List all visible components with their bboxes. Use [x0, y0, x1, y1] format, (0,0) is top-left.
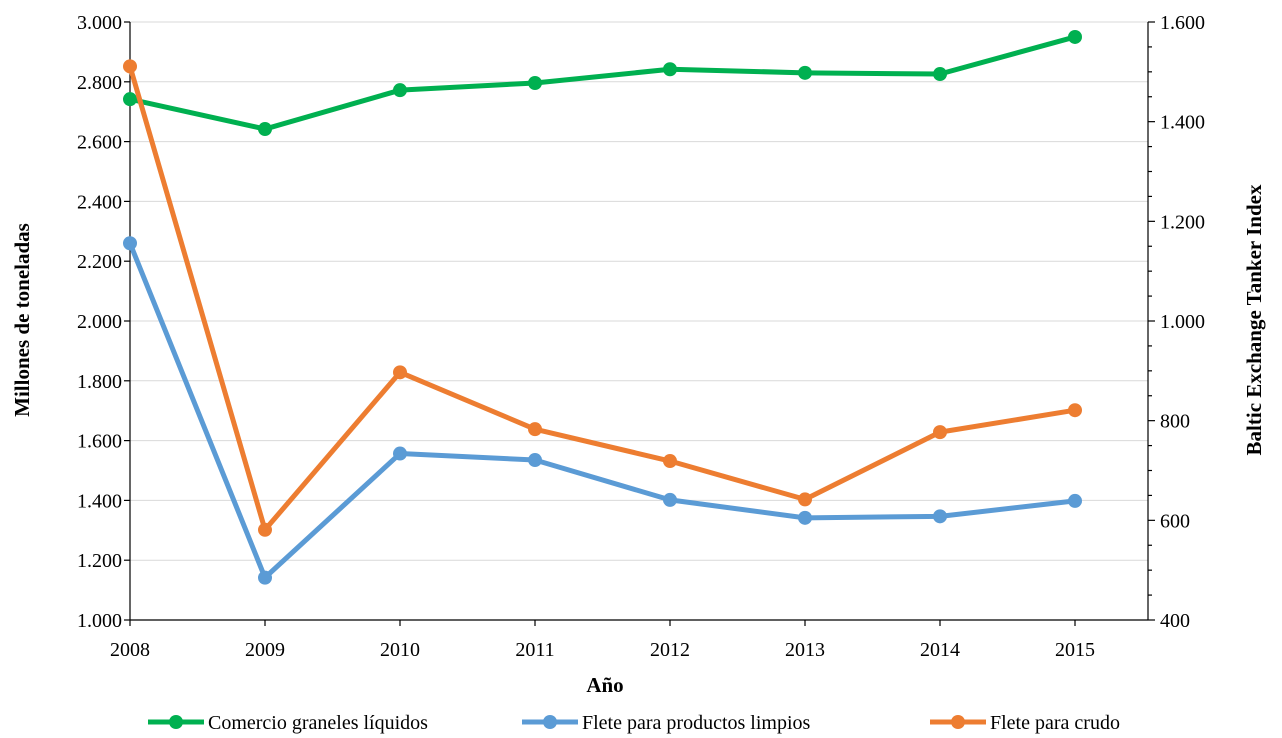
left-y-tick-label: 2.600	[77, 132, 122, 154]
series-line	[127, 242, 1076, 581]
right-y-tick-label: 1.000	[1160, 311, 1205, 333]
left-y-tick-label: 1.200	[77, 550, 122, 572]
data-point	[933, 509, 947, 524]
series-lines	[123, 29, 1082, 585]
x-axis-title: Año	[586, 673, 623, 697]
left-y-tick-label: 2.200	[77, 251, 122, 273]
legend-item: Flete para crudo	[930, 712, 1120, 734]
left-y-tick-label: 2.400	[77, 191, 122, 213]
x-tick-label: 2014	[920, 639, 960, 661]
data-point	[1068, 29, 1082, 44]
legend: Comercio graneles líquidos Flete para pro…	[148, 712, 1120, 734]
data-point	[933, 425, 947, 440]
left-y-tick-label: 1.600	[77, 431, 122, 453]
series-3	[123, 59, 1082, 537]
data-point	[798, 510, 812, 525]
x-tick-label: 2012	[650, 639, 690, 661]
series-2	[123, 236, 1082, 585]
data-point	[258, 522, 272, 537]
data-point	[933, 67, 947, 82]
left-y-tick-label: 3.000	[77, 12, 122, 34]
legend-item: Flete para productos limpios	[522, 712, 811, 734]
data-point	[123, 59, 137, 74]
data-point	[798, 65, 812, 80]
series-line	[127, 65, 1076, 533]
left-y-axis-title: Millones de toneladas	[10, 223, 34, 417]
right-y-tick-label: 800	[1160, 411, 1190, 433]
legend-label: Flete para crudo	[990, 712, 1120, 734]
left-y-tick-label: 1.800	[77, 371, 122, 393]
data-point	[393, 83, 407, 98]
legend-item: Comercio graneles líquidos	[148, 712, 428, 734]
x-tick-label: 2011	[515, 639, 554, 661]
left-y-tick-label: 1.000	[77, 610, 122, 632]
data-point	[1068, 493, 1082, 508]
x-tick-label: 2008	[110, 639, 150, 661]
left-y-tick-label: 2.000	[77, 311, 122, 333]
x-tick-label: 2013	[785, 639, 825, 661]
legend-swatch-marker	[543, 715, 557, 729]
x-tick-label: 2009	[245, 639, 285, 661]
data-point	[123, 236, 137, 251]
data-point	[528, 75, 542, 90]
x-tick-label: 2015	[1055, 639, 1095, 661]
legend-label: Comercio graneles líquidos	[208, 712, 428, 734]
series-1	[123, 29, 1082, 137]
data-point	[663, 454, 677, 469]
data-point	[258, 122, 272, 137]
right-y-tick-label: 1.200	[1160, 211, 1205, 233]
left-y-tick-label: 2.800	[77, 72, 122, 94]
axes	[124, 21, 1155, 626]
data-point	[393, 446, 407, 461]
data-point	[1068, 403, 1082, 418]
data-point	[123, 92, 137, 107]
legend-swatch-marker	[169, 715, 183, 729]
tick-labels: 1.000 1.200 1.400 1.600 1.800 2.000 2.200 2.400…	[77, 12, 1205, 661]
data-point	[798, 492, 812, 507]
legend-swatch-marker	[951, 715, 965, 729]
data-point	[663, 492, 677, 507]
right-y-tick-label: 600	[1160, 510, 1190, 532]
data-point	[528, 453, 542, 468]
legend-label: Flete para productos limpios	[582, 712, 811, 734]
right-y-axis-title: Baltic Exchange Tanker Index	[1242, 184, 1266, 455]
right-y-tick-label: 400	[1160, 610, 1190, 632]
right-y-tick-label: 1.400	[1160, 112, 1205, 134]
data-point	[528, 422, 542, 437]
data-point	[258, 570, 272, 585]
data-point	[663, 62, 677, 77]
x-tick-label: 2010	[380, 639, 420, 661]
gridlines	[130, 21, 1148, 621]
series-line	[129, 34, 1076, 132]
right-y-tick-label: 1.600	[1160, 12, 1205, 34]
data-point	[393, 365, 407, 380]
left-y-tick-label: 1.400	[77, 490, 122, 512]
